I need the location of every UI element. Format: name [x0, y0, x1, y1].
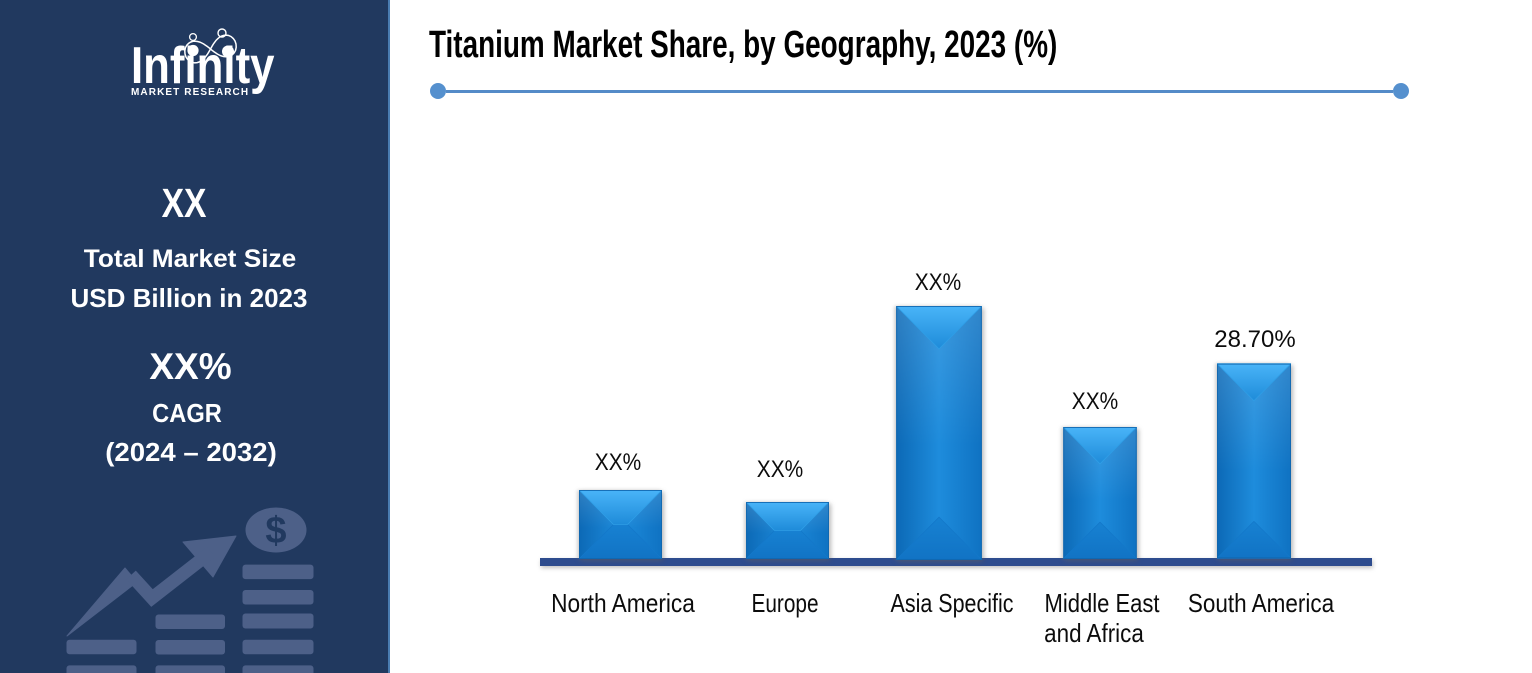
svg-text:$: $ — [265, 510, 286, 552]
